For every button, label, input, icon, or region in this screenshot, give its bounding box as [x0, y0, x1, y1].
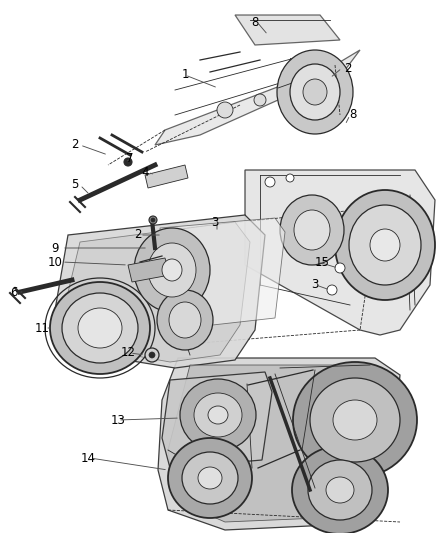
Text: 6: 6	[10, 286, 18, 298]
Circle shape	[327, 285, 337, 295]
Text: 14: 14	[81, 451, 95, 464]
Text: 2: 2	[134, 229, 142, 241]
Text: 4: 4	[141, 166, 149, 179]
Ellipse shape	[326, 477, 354, 503]
Text: 11: 11	[35, 321, 49, 335]
Polygon shape	[162, 372, 272, 468]
Polygon shape	[168, 365, 385, 522]
Text: 10: 10	[48, 255, 63, 269]
Polygon shape	[65, 222, 250, 362]
Ellipse shape	[335, 190, 435, 300]
Ellipse shape	[308, 460, 372, 520]
Circle shape	[151, 218, 155, 222]
Ellipse shape	[310, 378, 400, 462]
Ellipse shape	[292, 446, 388, 533]
Ellipse shape	[168, 438, 252, 518]
Text: 2: 2	[71, 139, 79, 151]
Ellipse shape	[303, 79, 327, 105]
Polygon shape	[158, 358, 400, 530]
Ellipse shape	[280, 195, 344, 265]
Text: 8: 8	[350, 109, 357, 122]
Ellipse shape	[208, 406, 228, 424]
Circle shape	[124, 158, 132, 166]
Ellipse shape	[78, 308, 122, 348]
Ellipse shape	[290, 64, 340, 120]
Ellipse shape	[50, 282, 150, 374]
Polygon shape	[128, 258, 170, 282]
Ellipse shape	[148, 243, 196, 297]
Circle shape	[149, 216, 157, 224]
Ellipse shape	[370, 229, 400, 261]
Text: 12: 12	[120, 346, 135, 359]
Polygon shape	[145, 165, 188, 188]
Ellipse shape	[198, 467, 222, 489]
Ellipse shape	[169, 302, 201, 338]
Ellipse shape	[277, 50, 353, 134]
Ellipse shape	[162, 259, 182, 281]
Ellipse shape	[333, 400, 377, 440]
Circle shape	[149, 352, 155, 358]
Ellipse shape	[134, 228, 210, 312]
Ellipse shape	[293, 362, 417, 478]
Text: 13: 13	[110, 414, 125, 426]
Polygon shape	[160, 218, 285, 330]
Text: 3: 3	[211, 215, 219, 229]
Ellipse shape	[349, 205, 421, 285]
Circle shape	[286, 174, 294, 182]
Ellipse shape	[194, 393, 242, 437]
Polygon shape	[155, 50, 360, 145]
Polygon shape	[245, 170, 435, 335]
Ellipse shape	[62, 293, 138, 363]
Ellipse shape	[182, 452, 238, 504]
Text: 7: 7	[126, 151, 134, 165]
Text: 2: 2	[344, 61, 352, 75]
Text: 5: 5	[71, 179, 79, 191]
Ellipse shape	[294, 210, 330, 250]
Circle shape	[265, 177, 275, 187]
Text: 1: 1	[181, 69, 189, 82]
Polygon shape	[235, 15, 340, 45]
Circle shape	[335, 263, 345, 273]
Circle shape	[145, 348, 159, 362]
Polygon shape	[55, 215, 265, 368]
Text: 3: 3	[311, 279, 319, 292]
Circle shape	[217, 102, 233, 118]
Ellipse shape	[157, 290, 213, 350]
Circle shape	[254, 94, 266, 106]
Ellipse shape	[180, 379, 256, 451]
Text: 8: 8	[251, 15, 259, 28]
Text: 15: 15	[314, 255, 329, 269]
Text: 9: 9	[51, 241, 59, 254]
